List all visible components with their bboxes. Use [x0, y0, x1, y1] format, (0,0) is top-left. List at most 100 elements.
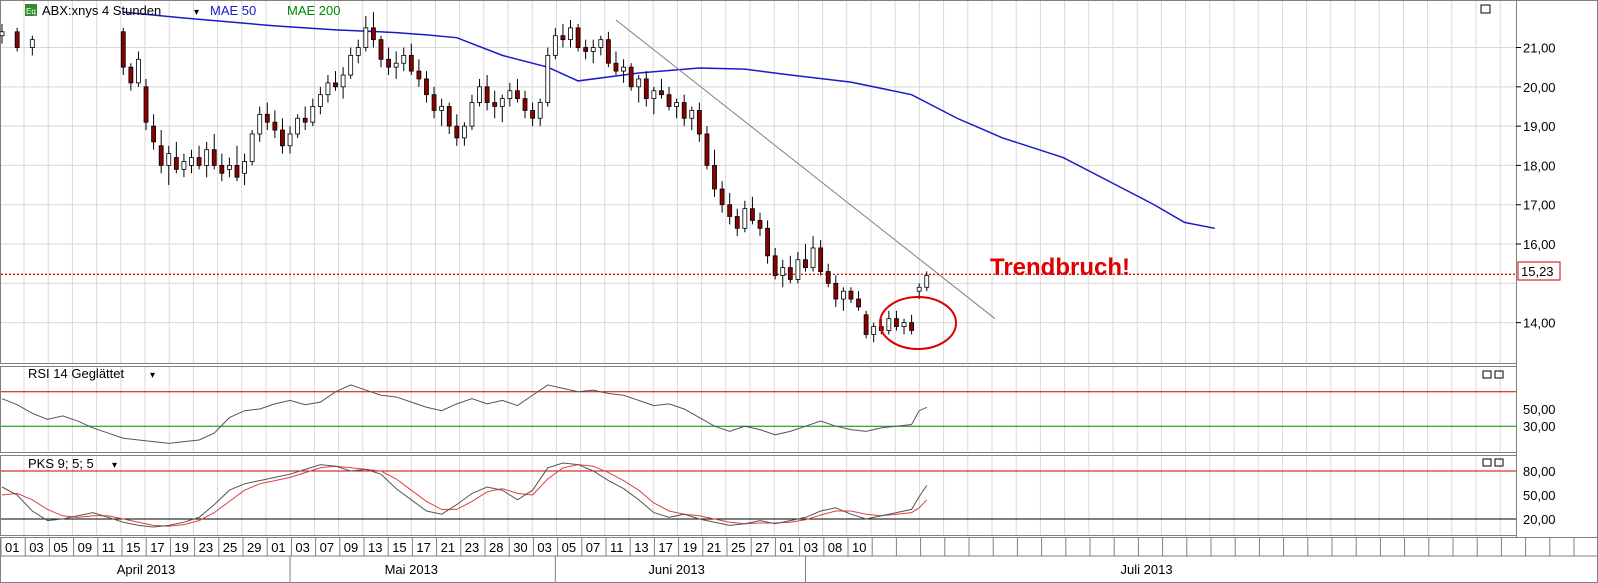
rsi-maximize-icon[interactable]	[1482, 370, 1492, 379]
day-tick-label: 03	[537, 540, 551, 555]
candle-body	[681, 102, 687, 119]
candle-body	[651, 90, 657, 100]
stochastic-close-icon[interactable]	[1494, 458, 1504, 467]
day-tick-label: 05	[53, 540, 67, 555]
day-tick-label: 09	[78, 540, 92, 555]
candle-body	[916, 286, 922, 292]
candle-body	[825, 271, 831, 284]
candle-body	[454, 125, 460, 139]
candle-body	[727, 204, 733, 217]
rsi-dropdown-icon[interactable]: ▾	[150, 370, 155, 381]
candle-body	[264, 113, 270, 123]
date-axis-frame	[0, 537, 1598, 583]
day-tick-label: 03	[29, 540, 43, 555]
mae50-legend[interactable]: MAE 50	[210, 3, 256, 18]
candle-body	[909, 322, 914, 331]
candle-body	[363, 27, 369, 48]
trendbruch-annotation: Trendbruch!	[990, 254, 1130, 281]
candle-body	[560, 35, 566, 41]
day-tick-label: 07	[320, 540, 334, 555]
candle-body	[484, 86, 490, 103]
candle-body	[446, 106, 452, 127]
date-axis: 01 03 05 09 11 15 17 19 23 25 29 01 03 07 09 13 15 17 21 23…	[0, 537, 1598, 583]
candle-body	[515, 90, 520, 100]
stochastic-title[interactable]: PKS 9; 5; 5	[28, 456, 94, 471]
candle-body	[659, 90, 664, 96]
rsi-close-icon[interactable]	[1494, 370, 1504, 379]
candle-body	[621, 66, 626, 72]
eq-badge: Eq	[26, 7, 36, 16]
stochastic-maximize-icon[interactable]	[1482, 458, 1492, 467]
candle-body	[249, 133, 255, 162]
symbol-label[interactable]: ABX:xnys 4 Stunden	[42, 3, 161, 18]
right-axis-ticks: 21,00 20,00 19,00 18,00 17,00 16,00 14,00 50,00…	[1516, 41, 1556, 527]
day-tick-label: 03	[295, 540, 309, 555]
candle-body	[151, 125, 157, 143]
candle-body	[310, 106, 316, 123]
candle-body	[128, 66, 134, 84]
rsi-line	[1, 384, 927, 444]
candle-body	[386, 58, 391, 68]
dropdown-arrow[interactable]: ▾	[194, 7, 199, 18]
price-tick-label: 21,00	[1523, 41, 1556, 56]
candle-body	[810, 247, 816, 269]
candle-body	[765, 227, 770, 257]
day-tick-label: 28	[489, 540, 503, 555]
candle-body	[787, 267, 793, 280]
candle-body	[606, 39, 611, 64]
month-label: Juli 2013	[1121, 562, 1173, 577]
candle-body	[636, 78, 642, 88]
candle-body	[325, 82, 331, 96]
candle-body	[295, 117, 301, 135]
candle-body	[226, 165, 232, 170]
candle-body	[530, 109, 535, 119]
day-tick-label: 08	[828, 540, 842, 555]
candle-body	[924, 275, 930, 288]
candle-body	[871, 326, 877, 335]
day-tick-label: 01	[779, 540, 793, 555]
stoch-signal-line	[1, 464, 928, 527]
candle-body	[894, 318, 899, 327]
stochastic-tick-label: 80,00	[1523, 464, 1556, 479]
candle-body	[120, 31, 126, 68]
day-tick-label: 15	[392, 540, 406, 555]
day-tick-label: 11	[610, 540, 624, 555]
mae200-legend[interactable]: MAE 200	[287, 3, 340, 18]
current-price-tag	[1517, 261, 1561, 281]
day-tick-label: 25	[731, 540, 745, 555]
candle-body	[704, 133, 710, 166]
candle-body	[211, 149, 217, 166]
day-tick-label: 03	[804, 540, 818, 555]
stochastic-dropdown-icon[interactable]: ▾	[112, 460, 117, 471]
candle-body	[886, 318, 892, 331]
day-tick-label: 05	[562, 540, 576, 555]
rsi-tick-label: 50,00	[1523, 402, 1556, 417]
candle-body	[416, 70, 422, 80]
candle-body	[181, 161, 187, 170]
price-maximize-icon[interactable]	[1480, 4, 1491, 14]
month-label: April 2013	[117, 562, 176, 577]
candle-body	[583, 47, 589, 52]
stochastic-tick-label: 20,00	[1523, 512, 1556, 527]
day-tick-label: 15	[126, 540, 140, 555]
eq-badge-box[interactable]	[25, 4, 37, 16]
price-tick-label: 19,00	[1523, 119, 1556, 134]
candle-body	[818, 247, 824, 272]
candle-body	[712, 165, 717, 190]
rsi-plot	[1, 384, 1516, 444]
candle-body	[317, 94, 323, 107]
candle-body	[280, 129, 285, 147]
candle-body	[461, 125, 467, 139]
candle-body	[742, 208, 748, 229]
candle-body	[734, 216, 740, 229]
month-label: Juni 2013	[648, 562, 704, 577]
day-tick-label: 21	[707, 540, 721, 555]
candle-body	[590, 47, 596, 52]
candle-body	[0, 31, 5, 37]
candle-body	[666, 94, 672, 107]
rsi-title[interactable]: RSI 14 Geglättet	[28, 366, 124, 381]
candle-body	[469, 102, 475, 127]
candle-body	[795, 259, 801, 280]
candle-body	[757, 220, 763, 229]
day-tick-label: 23	[465, 540, 479, 555]
